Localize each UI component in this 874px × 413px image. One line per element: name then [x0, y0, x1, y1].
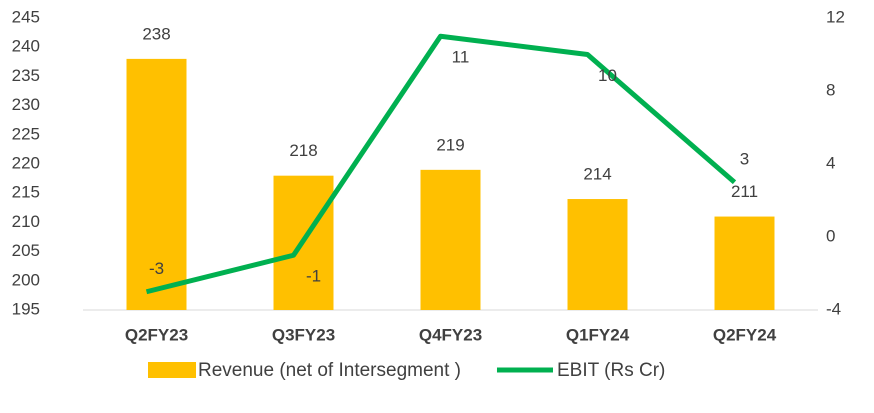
- line-value-label: 11: [452, 48, 470, 67]
- y2-tick-label: 12: [826, 7, 845, 26]
- bar: [714, 216, 775, 310]
- bar-value-label: 218: [289, 141, 317, 160]
- line: [145, 33, 737, 295]
- bar-value-label: 214: [583, 165, 611, 184]
- line-value-label: -1: [306, 267, 321, 286]
- y2-tick-label: 0: [826, 226, 835, 245]
- x-tick-label: Q2FY24: [713, 325, 777, 344]
- y-tick-label: 210: [12, 212, 40, 231]
- y-tick-label: 235: [12, 66, 40, 85]
- y-tick-label: 200: [12, 270, 40, 289]
- bar: [126, 58, 187, 310]
- bar: [567, 199, 628, 310]
- y2-tick-label: -4: [826, 299, 841, 318]
- y-tick-label: 225: [12, 124, 40, 143]
- x-tick-label: Q3FY23: [272, 325, 335, 344]
- bar-value-label: 238: [142, 24, 170, 43]
- line-value-label: -3: [149, 259, 164, 278]
- line-value-label: 3: [740, 150, 749, 169]
- y-tick-label: 245: [12, 7, 40, 26]
- y-tick-label: 230: [12, 95, 40, 114]
- y-tick-label: 215: [12, 183, 40, 202]
- y-tick-label: 195: [12, 299, 40, 318]
- y-tick-label: 205: [12, 241, 40, 260]
- legend-swatch: [148, 362, 196, 378]
- y-tick-label: 220: [12, 153, 40, 172]
- bar-value-label: 219: [436, 135, 464, 154]
- y2-tick-label: 8: [826, 80, 835, 99]
- legend-label: Revenue (net of Intersegment ): [198, 360, 461, 381]
- x-tick-label: Q2FY23: [125, 325, 188, 344]
- line-value-label: 10: [598, 66, 617, 85]
- x-tick-label: Q1FY24: [566, 325, 630, 344]
- bar: [420, 169, 481, 310]
- y2-tick-label: 4: [826, 153, 835, 172]
- legend-label: EBIT (Rs Cr): [557, 360, 665, 381]
- y-tick-label: 240: [12, 37, 40, 56]
- x-tick-label: Q4FY23: [419, 325, 482, 344]
- bar-value-label: 211: [731, 182, 758, 201]
